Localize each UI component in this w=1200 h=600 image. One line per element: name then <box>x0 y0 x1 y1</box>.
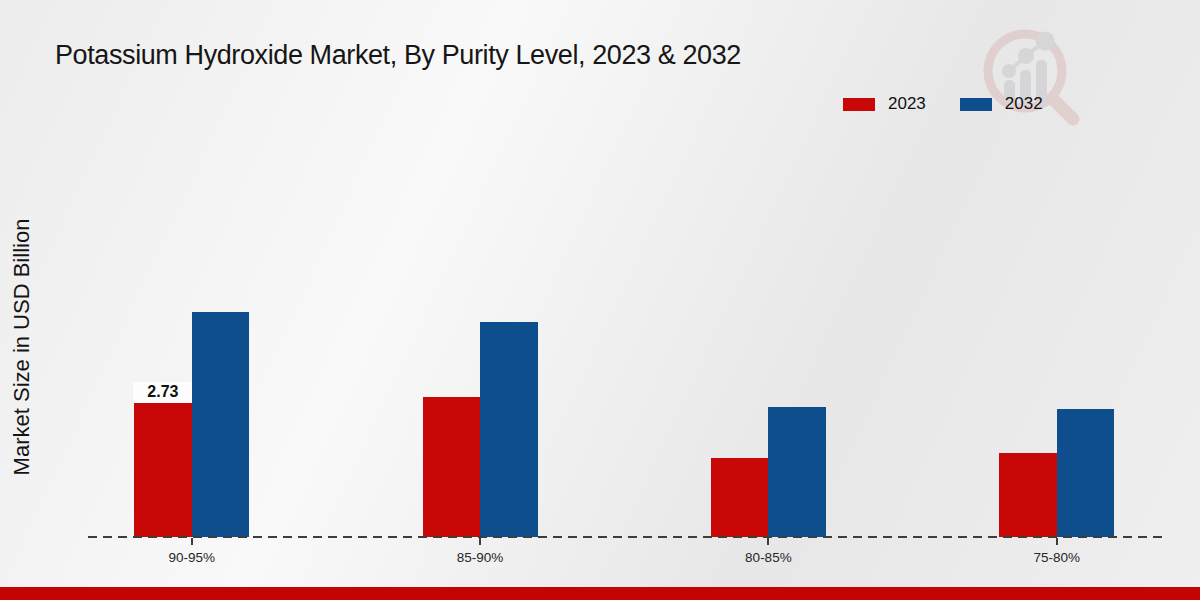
footer-accent-strip <box>0 587 1200 600</box>
bar-2023-85-90% <box>423 397 481 538</box>
bar-2023-75-80% <box>999 453 1057 537</box>
x-axis-baseline <box>88 536 1164 538</box>
bar-2023-90-95% <box>134 403 192 538</box>
x-axis-tick-80-85% <box>767 538 769 545</box>
category-label-90-95%: 90-95% <box>132 550 252 565</box>
bar-2032-80-85% <box>768 407 826 538</box>
plot-area: 2.73 90-95% 85-90% 80-85% 75-80% <box>0 0 1200 600</box>
x-axis-tick-75-80% <box>1056 538 1058 545</box>
category-label-85-90%: 85-90% <box>420 550 540 565</box>
chart-canvas: Potassium Hydroxide Market, By Purity Le… <box>0 0 1200 600</box>
category-label-75-80%: 75-80% <box>997 550 1117 565</box>
bar-2032-75-80% <box>1057 409 1115 538</box>
x-axis-tick-90-95% <box>191 538 193 545</box>
bar-2032-90-95% <box>192 312 250 538</box>
x-axis-tick-85-90% <box>479 538 481 545</box>
bar-2023-80-85% <box>711 458 769 537</box>
bar-2032-85-90% <box>480 322 538 537</box>
bar-value-label-2023-90-95%: 2.73 <box>133 382 193 403</box>
category-label-80-85%: 80-85% <box>708 550 828 565</box>
